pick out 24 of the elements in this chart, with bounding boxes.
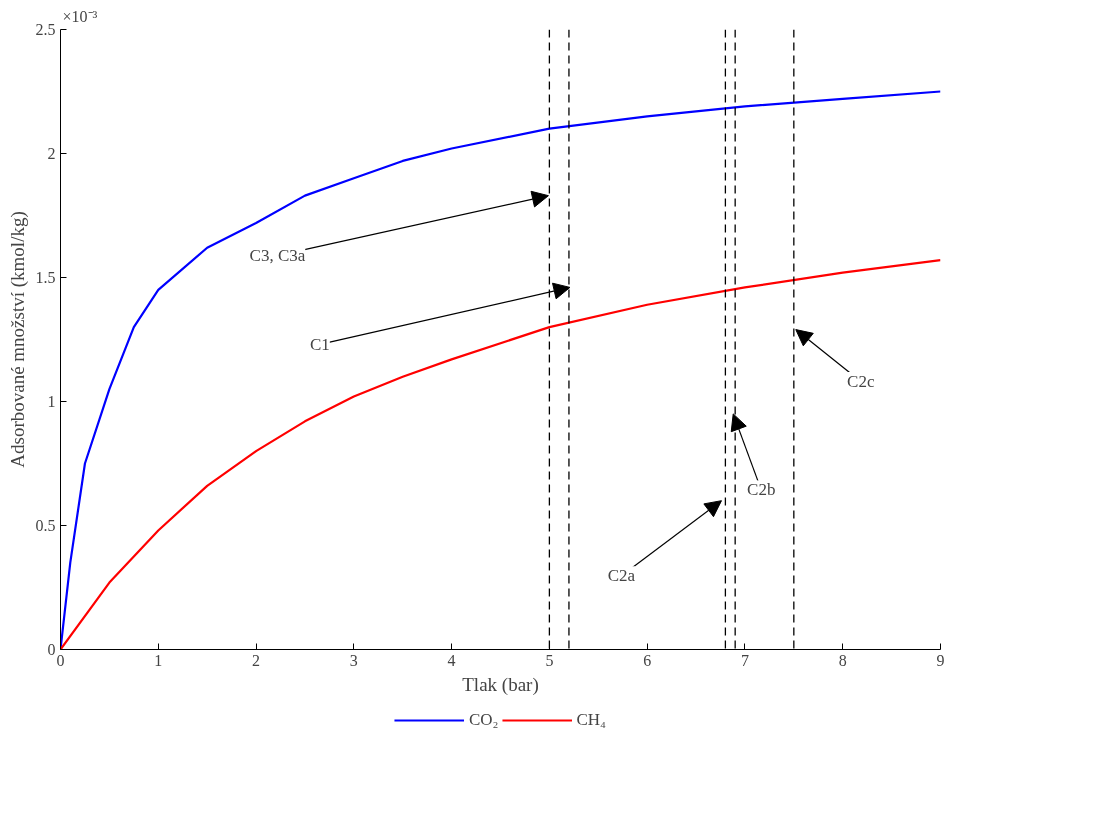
y-axis-title: Adsorbované množství (kmol/kg) <box>6 211 29 468</box>
legend-label: CO₂ <box>468 709 499 730</box>
x-tick-label: 1 <box>154 651 163 669</box>
annotation: C1 <box>310 334 330 354</box>
x-tick-label: 6 <box>643 651 652 669</box>
y-tick-label: 0.5 <box>35 517 56 534</box>
annotation: C2c <box>847 372 875 392</box>
annotation: C3, C3a <box>249 246 306 266</box>
y-tick-label: 2.5 <box>35 21 56 38</box>
y-tick-label: 1.5 <box>35 269 56 286</box>
x-tick-label: 8 <box>838 651 847 669</box>
annotation: C2b <box>747 480 776 500</box>
x-tick-label: 9 <box>936 651 945 669</box>
annotation: C2a <box>607 566 636 586</box>
x-tick-label: 2 <box>252 651 261 669</box>
x-tick-label: 4 <box>447 651 456 669</box>
x-axis-title: Tlak (bar) <box>462 673 539 696</box>
legend-label: CH₄ <box>576 709 607 730</box>
text: ×10⁻³ <box>62 7 98 25</box>
x-tick-label: 7 <box>740 651 749 669</box>
y-tick-label: 1 <box>47 393 56 410</box>
x-tick-label: 5 <box>545 651 554 669</box>
y-tick-label: 2 <box>47 145 56 162</box>
x-tick-label: 3 <box>349 651 358 669</box>
